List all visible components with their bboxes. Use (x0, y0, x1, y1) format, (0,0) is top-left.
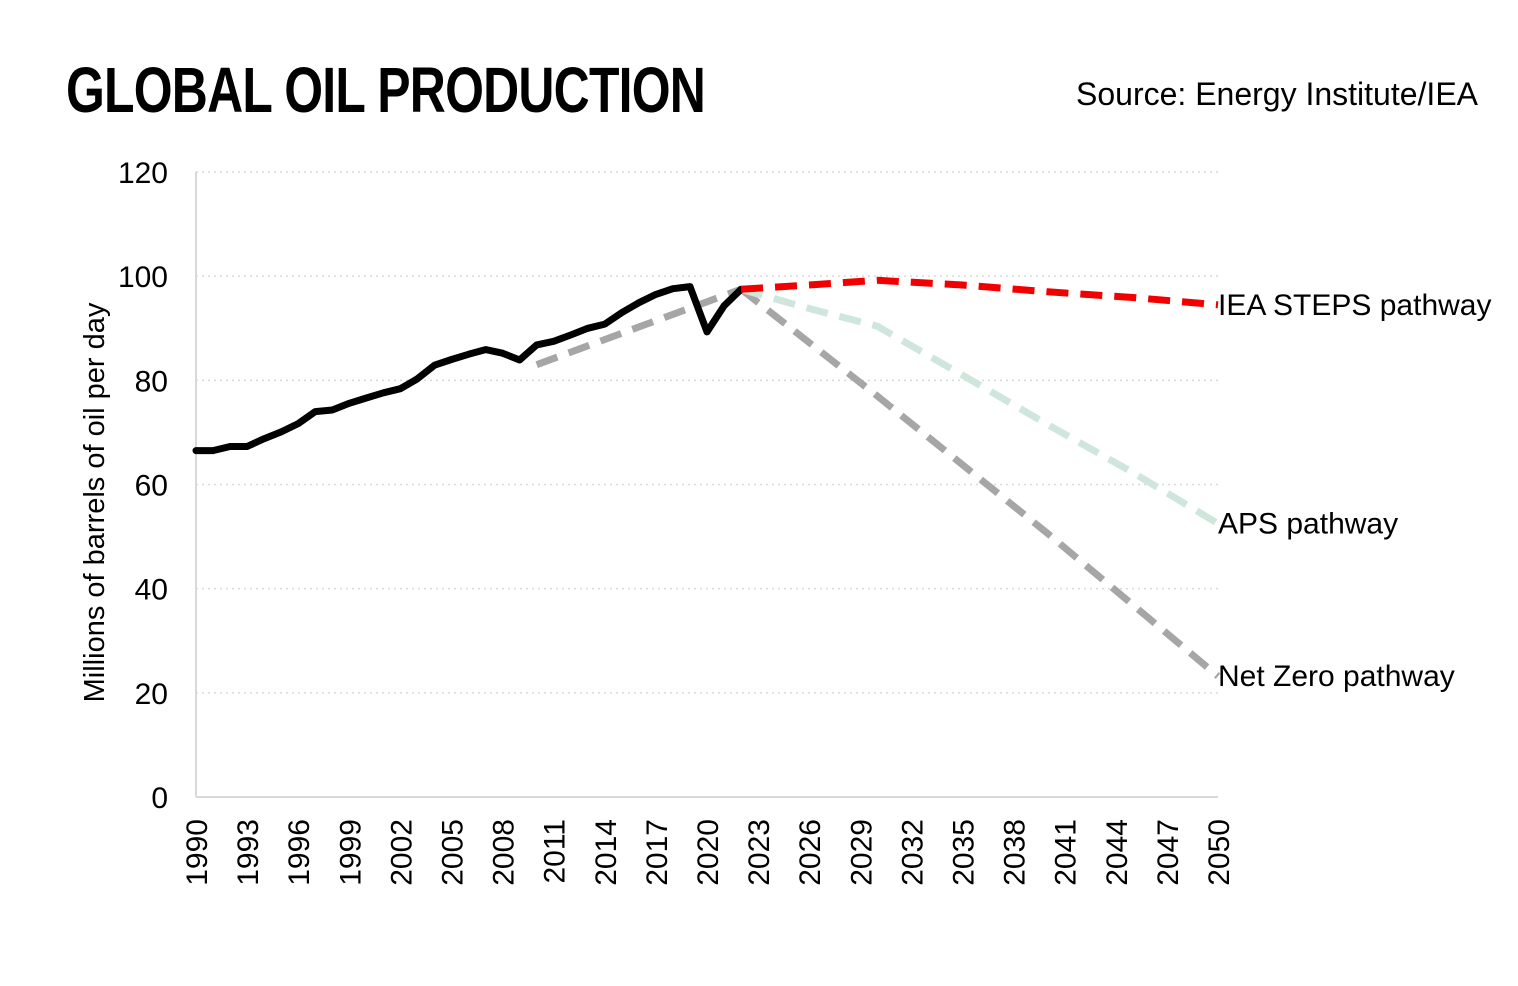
x-tick-label: 2044 (1101, 819, 1134, 886)
y-axis-title: Millions of barrels of oil per day (79, 302, 111, 702)
axes: 0 20 40 60 80 100 120 1990 1993 1996 1999 2002 2005 2… (79, 157, 1236, 886)
series-line-netzero (738, 286, 1221, 679)
y-tick-label: 40 (135, 574, 168, 607)
x-tick-label: 1996 (283, 819, 316, 886)
x-tick-label: 2020 (692, 819, 725, 886)
series-label-steps: IEA STEPS pathway (1218, 289, 1491, 322)
chart-source: Source: Energy Institute/IEA (1076, 76, 1478, 112)
x-tick-label: 2023 (743, 819, 776, 886)
x-tick-label: 2011 (539, 819, 572, 884)
series-line-historical (192, 283, 745, 455)
x-tick-label: 2008 (488, 819, 521, 886)
y-tick-label: 80 (135, 365, 168, 398)
x-tick-label: 2026 (794, 819, 827, 886)
x-tick-label: 1993 (232, 819, 265, 886)
x-tick-label: 2041 (1050, 819, 1083, 886)
series-label-aps: APS pathway (1218, 508, 1398, 541)
x-tick-label: 2032 (896, 819, 929, 886)
x-tick-label: 2050 (1203, 819, 1236, 886)
y-tick-label: 60 (135, 470, 168, 503)
chart-labels: IEA STEPS pathway APS pathway Net Zero pat… (1218, 289, 1491, 693)
y-tick-label: 20 (135, 678, 168, 711)
x-tick-label: 1990 (181, 819, 214, 886)
series-lines (192, 276, 1221, 679)
y-tick-label: 100 (118, 261, 168, 294)
gridlines (196, 171, 1218, 694)
series-line-aps (740, 285, 1220, 527)
x-tick-label: 2047 (1152, 819, 1185, 886)
x-tick-label: 2002 (385, 819, 418, 886)
x-tick-label: 2017 (641, 819, 674, 886)
series-label-netzero: Net Zero pathway (1218, 660, 1455, 693)
series-line-netzero-back (535, 285, 743, 368)
x-tick-label: 2014 (590, 819, 623, 886)
chart-title: GLOBAL OIL PRODUCTION (66, 54, 706, 126)
x-tick-label: 2035 (948, 819, 981, 886)
x-tick-label: 2029 (845, 819, 878, 886)
series-line-steps (740, 276, 1219, 309)
x-tick-label: 1999 (334, 819, 367, 886)
y-tick-label: 0 (151, 782, 168, 815)
x-tick-label: 2005 (437, 819, 470, 886)
x-tick-label: 2038 (999, 819, 1032, 886)
y-tick-label: 120 (118, 157, 168, 190)
